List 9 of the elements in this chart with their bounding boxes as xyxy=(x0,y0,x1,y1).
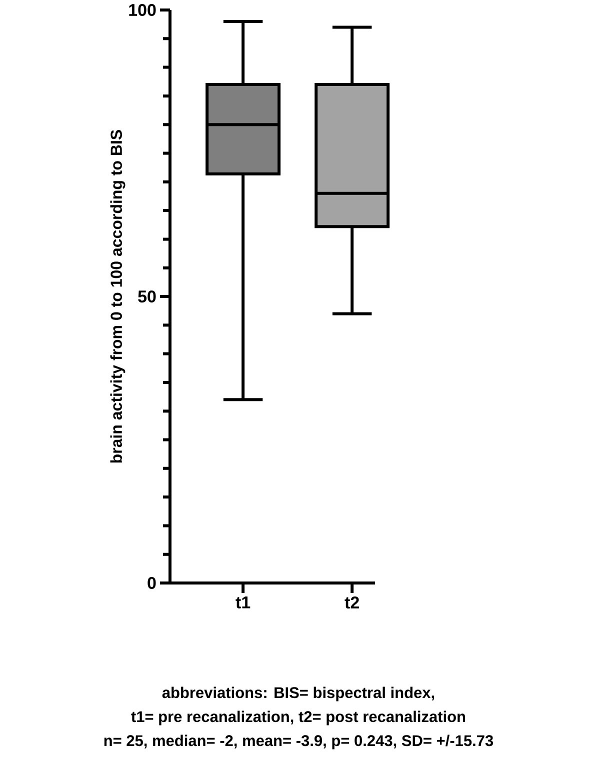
y-tick-label: 100 xyxy=(129,4,156,16)
text: n= 25, median= -2, mean= -3.9, p= 0.243, SD= +/-15.73 xyxy=(104,734,494,750)
text: abbreviations: BIS= bispectral index, xyxy=(162,686,434,702)
y-tick-label: 50 xyxy=(138,290,156,303)
x-tick-label: t2 xyxy=(344,596,359,609)
x-tick-label: t1 xyxy=(236,596,250,608)
y-axis-title: brain activity from 0 to 100 according to BIS xyxy=(110,130,126,463)
y-tick-label: 0 xyxy=(148,576,156,590)
text: t1= pre recanalization, t2= post recanalization xyxy=(131,710,466,726)
